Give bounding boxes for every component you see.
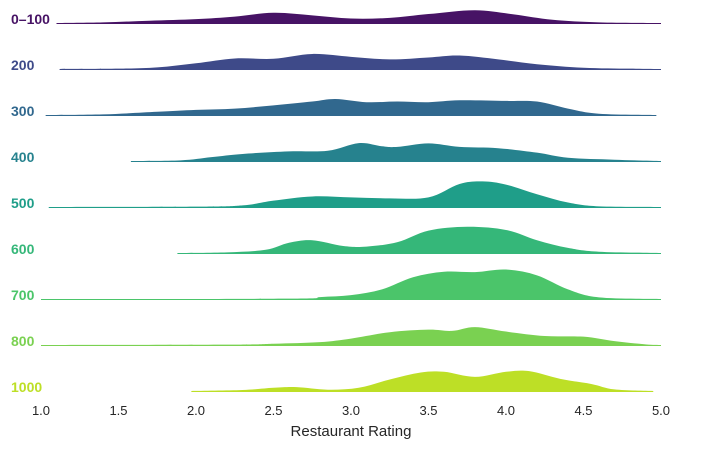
ridge-200: 200 xyxy=(11,53,662,73)
ridge-700: 700 xyxy=(11,269,661,303)
ridge-300: 300 xyxy=(11,98,657,119)
x-tick-label: 4.5 xyxy=(574,403,592,418)
ridge-label-400: 400 xyxy=(11,149,35,165)
ridge-800: 800 xyxy=(11,327,661,349)
x-axis-title: Restaurant Rating xyxy=(291,423,412,440)
ridges: 0–100 200 300 400 500 600 700 800 1000 xyxy=(11,10,662,395)
x-tick-label: 1.5 xyxy=(109,403,127,418)
ridge-area-1000 xyxy=(191,370,654,391)
ridge-area-500 xyxy=(48,181,661,207)
x-axis: 1.0 1.5 2.0 2.5 3.0 3.5 4.0 4.5 5.0 xyxy=(32,403,670,418)
ridge-label-700: 700 xyxy=(11,287,35,303)
ridge-1000: 1000 xyxy=(11,370,654,395)
ridge-area-700 xyxy=(41,269,661,299)
ridge-600: 600 xyxy=(11,226,661,257)
ridge-area-800 xyxy=(41,327,661,345)
ridge-area-400 xyxy=(130,142,661,161)
ridge-area-0–100 xyxy=(56,10,661,23)
x-tick-label: 3.0 xyxy=(342,403,360,418)
x-tick-label: 2.0 xyxy=(187,403,205,418)
x-tick-label: 3.5 xyxy=(419,403,437,418)
ridge-label-600: 600 xyxy=(11,241,35,257)
x-tick-label: 1.0 xyxy=(32,403,50,418)
ridge-label-1000: 1000 xyxy=(11,379,42,395)
ridge-400: 400 xyxy=(11,142,661,165)
ridge-500: 500 xyxy=(11,181,661,211)
ridge-area-300 xyxy=(45,98,657,115)
ridge-label-200: 200 xyxy=(11,57,35,73)
ridge-label-500: 500 xyxy=(11,195,35,211)
ridge-area-600 xyxy=(177,226,661,253)
ridge-0–100: 0–100 xyxy=(11,10,661,27)
ridge-label-300: 300 xyxy=(11,103,35,119)
ridge-area-200 xyxy=(59,53,662,69)
x-tick-label: 2.5 xyxy=(264,403,282,418)
x-tick-label: 5.0 xyxy=(652,403,670,418)
x-tick-label: 4.0 xyxy=(497,403,515,418)
ridge-label-800: 800 xyxy=(11,333,35,349)
ridge-label-0–100: 0–100 xyxy=(11,11,50,27)
